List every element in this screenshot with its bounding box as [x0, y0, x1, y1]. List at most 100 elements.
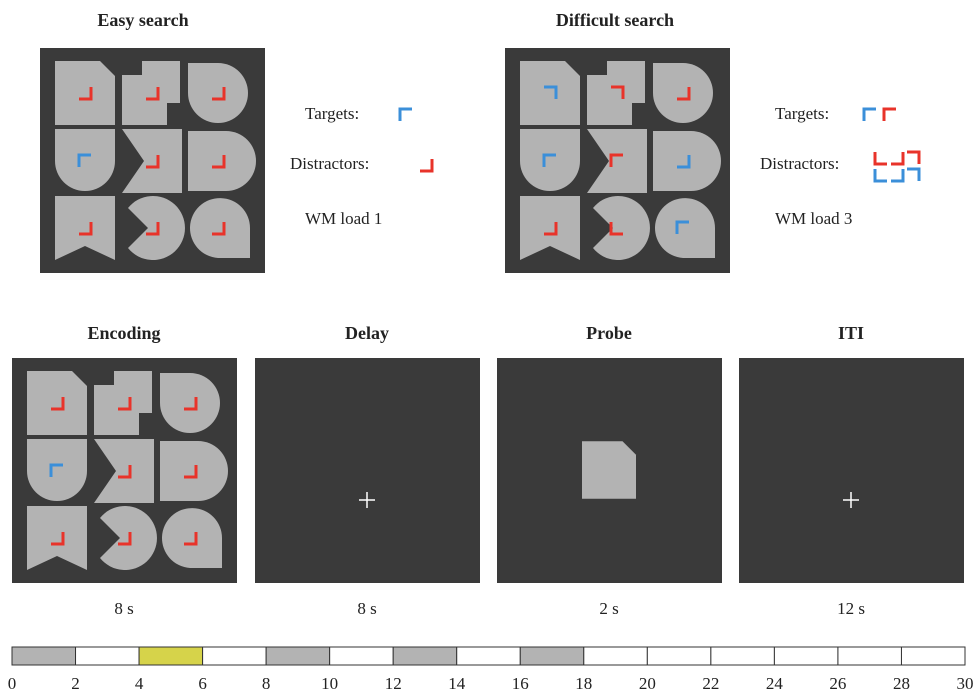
timeline-segment	[392, 646, 458, 666]
marker	[184, 532, 198, 546]
marker	[873, 169, 887, 183]
marker	[420, 159, 434, 173]
search-shape	[27, 371, 87, 435]
search-shape	[100, 506, 157, 570]
probe-shape	[582, 441, 636, 499]
timeline-segment	[456, 646, 521, 666]
search-shape	[94, 439, 154, 503]
timeline-segment	[773, 646, 839, 666]
search-shape	[520, 61, 580, 125]
search-shape	[122, 129, 182, 193]
search-shape	[27, 506, 87, 570]
timeline-tick-label: 14	[448, 674, 466, 693]
search-shape	[94, 371, 152, 435]
timeline-segment	[75, 646, 140, 666]
timeline-segment	[11, 646, 77, 666]
marker	[882, 107, 896, 121]
marker	[212, 155, 226, 169]
phase-title: Encoding	[87, 323, 160, 343]
phase-duration: 2 s	[599, 599, 618, 618]
search-shape	[587, 61, 645, 125]
marker	[873, 152, 887, 166]
distractors-label: Distractors:	[760, 154, 839, 173]
timeline-tick-label: 20	[639, 674, 656, 693]
marker	[146, 87, 160, 101]
fixation-cross	[359, 492, 375, 508]
marker	[677, 155, 691, 169]
search-shape	[55, 61, 115, 125]
marker	[611, 85, 625, 99]
marker	[118, 397, 132, 411]
search-shape	[55, 129, 115, 191]
marker	[398, 107, 412, 121]
phase-duration: 12 s	[837, 599, 865, 618]
phase-title: Probe	[586, 323, 632, 343]
timeline-tick-label: 24	[766, 674, 784, 693]
search-shape	[593, 196, 650, 260]
marker	[907, 167, 921, 181]
distractors-label: Distractors:	[290, 154, 369, 173]
search-shape	[160, 373, 220, 433]
phase-title: Delay	[345, 323, 389, 343]
timeline-segment	[138, 646, 204, 666]
search-shape	[653, 63, 713, 123]
timeline-segment	[329, 646, 394, 666]
phase-duration: 8 s	[114, 599, 133, 618]
targets-label: Targets:	[305, 104, 359, 123]
search-shape	[520, 196, 580, 260]
timeline-tick-label: 28	[893, 674, 910, 693]
search-shape	[188, 131, 256, 191]
search-shape	[587, 129, 647, 193]
timeline-segment	[900, 646, 966, 666]
marker	[51, 532, 65, 546]
marker	[675, 220, 689, 234]
search-shape	[160, 441, 228, 501]
marker	[891, 152, 905, 166]
marker	[118, 532, 132, 546]
marker	[77, 153, 91, 167]
timeline-tick-label: 8	[262, 674, 271, 693]
search-shape	[27, 439, 87, 501]
load-label: WM load 3	[775, 209, 852, 228]
load-label: WM load 1	[305, 209, 382, 228]
panel-title: Difficult search	[556, 10, 674, 30]
marker	[891, 169, 905, 183]
timeline-tick-label: 12	[385, 674, 402, 693]
search-shape	[520, 129, 580, 191]
display-panel	[739, 358, 964, 583]
marker	[544, 222, 558, 236]
search-shape	[190, 198, 250, 258]
timeline-tick-label: 22	[702, 674, 719, 693]
timeline-tick-label: 0	[8, 674, 17, 693]
timeline-segment	[265, 646, 331, 666]
search-shape	[188, 63, 248, 123]
search-shape	[128, 196, 185, 260]
timeline-segment	[646, 646, 712, 666]
panel-title: Easy search	[97, 10, 188, 30]
timeline-tick-label: 16	[512, 674, 529, 693]
search-shape	[55, 196, 115, 260]
timeline-segment	[710, 646, 775, 666]
targets-label: Targets:	[775, 104, 829, 123]
timeline-segment	[519, 646, 585, 666]
timeline-segment	[583, 646, 648, 666]
marker	[118, 465, 132, 479]
marker	[862, 107, 876, 121]
search-shape	[653, 131, 721, 191]
marker	[49, 463, 63, 477]
marker	[79, 87, 93, 101]
marker	[212, 87, 226, 101]
timeline-segment	[837, 646, 902, 666]
timeline-tick-label: 2	[71, 674, 80, 693]
timeline-tick-label: 30	[957, 674, 974, 693]
marker	[544, 85, 558, 99]
phase-duration: 8 s	[357, 599, 376, 618]
timeline-tick-label: 10	[321, 674, 338, 693]
search-shape	[162, 508, 222, 568]
phase-title: ITI	[838, 323, 864, 343]
timeline-tick-label: 6	[198, 674, 207, 693]
timeline-tick-label: 26	[829, 674, 846, 693]
timeline-segment	[202, 646, 267, 666]
search-shape	[122, 61, 180, 125]
marker	[542, 153, 556, 167]
